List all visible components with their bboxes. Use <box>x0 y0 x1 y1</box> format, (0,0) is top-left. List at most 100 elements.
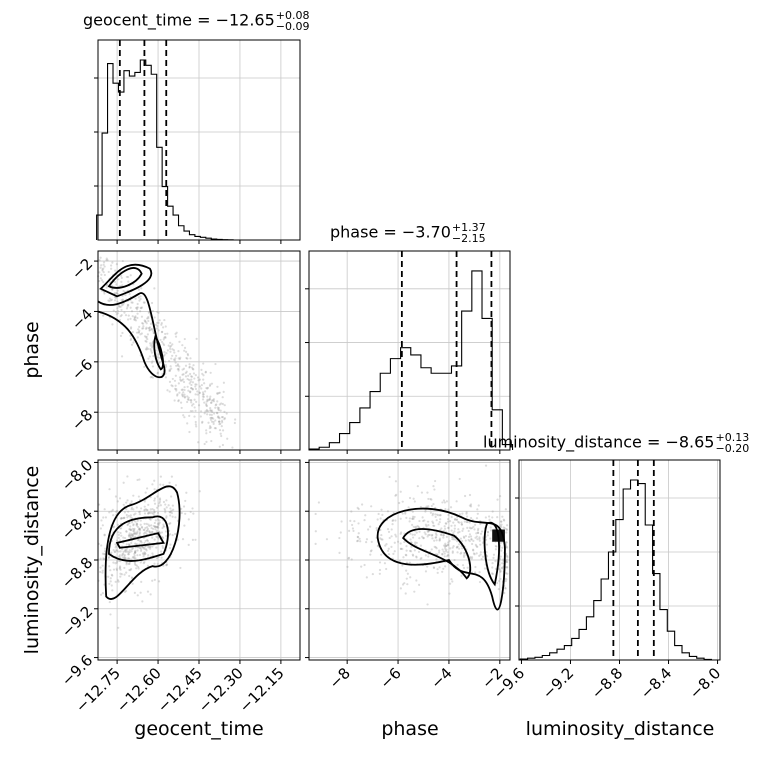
scatter-point <box>149 593 152 596</box>
scatter-point <box>115 292 119 295</box>
scatter-point <box>121 553 124 556</box>
scatter-point <box>422 536 425 540</box>
scatter-point <box>108 488 111 491</box>
scatter-point <box>505 566 508 569</box>
scatter-point <box>210 413 213 416</box>
scatter-point <box>127 551 130 554</box>
scatter-point <box>127 304 130 307</box>
scatter-point <box>100 279 104 282</box>
scatter-point <box>132 513 136 516</box>
scatter-point <box>158 361 161 365</box>
scatter-point <box>144 320 147 323</box>
scatter-point <box>358 537 361 540</box>
scatter-point <box>413 543 417 546</box>
scatter-point <box>453 530 456 533</box>
scatter-point <box>394 494 397 497</box>
scatter-point <box>216 412 219 415</box>
scatter-point <box>130 343 134 346</box>
scatter-point <box>170 367 173 370</box>
scatter-point <box>367 528 370 531</box>
scatter-point <box>424 510 427 513</box>
scatter-point <box>157 522 160 525</box>
scatter-point <box>142 528 145 531</box>
scatter-point <box>160 331 164 334</box>
scatter-point <box>140 287 143 290</box>
scatter-point <box>218 403 221 406</box>
scatter-point <box>119 568 122 571</box>
scatter-point <box>379 517 382 520</box>
scatter-point <box>136 530 139 533</box>
scatter-point <box>471 542 474 546</box>
scatter-point <box>190 378 193 381</box>
scatter-point <box>140 548 143 551</box>
scatter-point <box>146 590 150 593</box>
scatter-point <box>122 517 125 520</box>
scatter-point <box>126 318 130 321</box>
scatter-point <box>165 515 168 518</box>
scatter-point <box>209 401 213 404</box>
scatter-point <box>477 504 480 507</box>
scatter-point <box>503 591 506 595</box>
scatter-point <box>181 344 184 347</box>
scatter-point <box>99 557 102 560</box>
scatter-point <box>500 566 504 569</box>
scatter-point <box>492 556 495 560</box>
scatter-point <box>169 345 172 349</box>
scatter-point <box>445 544 448 548</box>
scatter-point <box>111 589 114 592</box>
panel-geocent_time-luminosity_distance: −9.6−9.2−8.8−8.4−8.0−12.75−12.60−12.45−1… <box>58 456 301 716</box>
scatter-point <box>188 378 191 382</box>
scatter-point <box>101 552 105 555</box>
scatter-point <box>469 505 473 508</box>
scatter-point <box>477 527 480 530</box>
scatter-point <box>174 484 178 487</box>
scatter-point <box>107 556 110 560</box>
scatter-point <box>115 291 118 295</box>
scatter-point <box>489 526 492 529</box>
scatter-point <box>134 316 137 319</box>
scatter-point <box>120 304 124 307</box>
scatter-point <box>217 406 220 410</box>
y-tick-label: −8 <box>68 406 96 434</box>
scatter-point <box>442 529 445 532</box>
scatter-point <box>188 414 191 418</box>
scatter-point <box>164 364 168 367</box>
scatter-point <box>153 497 156 500</box>
scatter-point <box>504 586 507 590</box>
scatter-point <box>141 552 145 555</box>
scatter-point <box>111 261 114 264</box>
scatter-point <box>181 394 184 397</box>
scatter-point <box>499 577 502 581</box>
scatter-point <box>129 536 132 539</box>
scatter-point <box>501 546 504 549</box>
x-tick-label: −8.8 <box>588 664 626 702</box>
scatter-point <box>494 567 497 570</box>
scatter-point <box>476 545 479 548</box>
scatter-point <box>130 567 133 571</box>
scatter-point <box>433 539 436 542</box>
scatter-point <box>442 536 445 539</box>
scatter-point <box>116 509 119 512</box>
scatter-point <box>134 520 137 523</box>
scatter-point <box>490 572 494 575</box>
y-axis-label: phase <box>21 321 43 378</box>
scatter-point <box>219 409 222 412</box>
title-phase-label: phase = −3.70 <box>330 222 451 242</box>
scatter-point <box>503 527 506 530</box>
scatter-point <box>220 424 223 428</box>
scatter-point <box>119 539 122 542</box>
scatter-point <box>357 522 360 525</box>
scatter-point <box>128 543 131 546</box>
scatter-point <box>505 527 508 531</box>
scatter-point <box>127 510 130 513</box>
scatter-point <box>199 415 202 418</box>
scatter-point <box>124 314 128 317</box>
scatter-point <box>411 510 414 513</box>
scatter-point <box>128 522 131 525</box>
scatter-point <box>116 293 120 296</box>
scatter-point <box>464 534 468 538</box>
scatter-point <box>129 536 133 540</box>
scatter-point <box>201 420 204 423</box>
scatter-point <box>214 419 217 422</box>
scatter-point <box>148 326 152 329</box>
